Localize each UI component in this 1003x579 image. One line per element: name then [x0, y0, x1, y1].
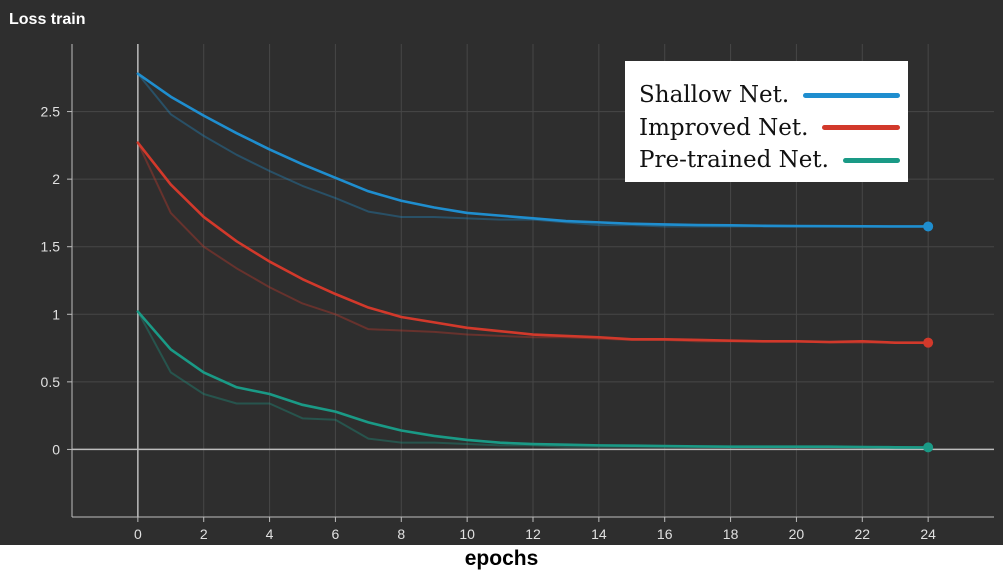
series-line-improved-net [136, 141, 930, 344]
x-tick-label: 18 [723, 526, 739, 542]
y-tick-label: 1 [52, 306, 60, 322]
x-axis-label: epochs [464, 547, 539, 570]
chart-title: Loss train [9, 11, 86, 28]
series-end-marker-pre-trained-net [923, 442, 934, 453]
y-tick-label: 1.5 [41, 239, 61, 255]
y-tick-label: 0.5 [41, 374, 61, 390]
legend-item-pretrained[interactable]: Pre-trained Net. [639, 144, 908, 177]
series-end-marker-shallow-net [923, 221, 934, 232]
axis-layer [67, 44, 994, 522]
x-tick-label: 6 [332, 526, 340, 542]
x-tick-label: 22 [854, 526, 870, 542]
x-tick-label: 12 [525, 526, 541, 542]
x-tick-label: 8 [397, 526, 405, 542]
x-tick-label: 10 [459, 526, 475, 542]
x-tick-label: 14 [591, 526, 607, 542]
legend-swatch-improved [822, 125, 900, 131]
x-tick-label: 24 [920, 526, 936, 542]
legend-label-pretrained: Pre-trained Net. [639, 147, 829, 174]
legend: Shallow Net. Improved Net. Pre-trained N… [625, 61, 908, 182]
x-tick-label: 0 [134, 526, 142, 542]
end-marker-layer [923, 221, 934, 453]
series-layer [136, 72, 930, 449]
x-tick-label: 2 [200, 526, 208, 542]
x-tick-label: 4 [266, 526, 274, 542]
y-tick-label: 2 [52, 171, 60, 187]
series-line-pre-trained-net [136, 310, 930, 449]
y-tick-label: 0 [52, 441, 60, 457]
legend-swatch-pretrained [842, 157, 900, 163]
series-line-shallow-net [136, 72, 930, 228]
legend-label-improved: Improved Net. [639, 114, 809, 141]
legend-label-shallow: Shallow Net. [639, 82, 790, 109]
legend-item-improved[interactable]: Improved Net. [639, 112, 908, 145]
x-tick-label: 20 [789, 526, 805, 542]
legend-item-shallow[interactable]: Shallow Net. [639, 79, 908, 112]
chart-panel: 0 2 4 6 8 10 12 14 16 18 20 22 24 0 0.5 1 1.5 2 2.5 Loss t… [0, 0, 1003, 545]
y-tick-label: 2.5 [41, 104, 61, 120]
series-end-marker-improved-net [923, 337, 934, 348]
x-tick-label: 16 [657, 526, 673, 542]
legend-swatch-shallow [803, 92, 900, 98]
